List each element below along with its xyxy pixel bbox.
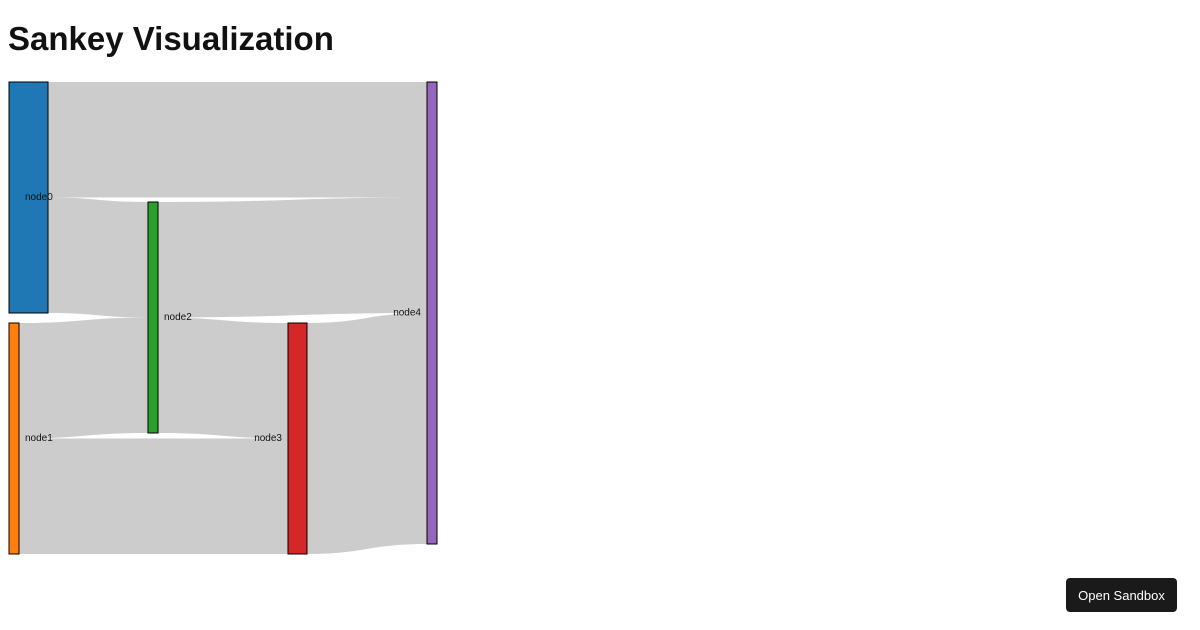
node-label: node0: [25, 192, 53, 203]
page-title: Sankey Visualization: [8, 20, 334, 57]
node: [8, 322, 20, 555]
link: [48, 82, 427, 198]
link: [48, 197, 148, 318]
link: [19, 317, 148, 439]
node-label: node2: [164, 312, 192, 323]
link: [158, 317, 288, 439]
node-label: node3: [254, 433, 282, 444]
node: [287, 322, 308, 555]
link: [19, 438, 288, 554]
link: [158, 197, 427, 318]
link: [307, 313, 427, 554]
node: [8, 81, 49, 314]
node: [426, 81, 438, 545]
node-label: node1: [25, 433, 53, 444]
node-label: node4: [393, 308, 421, 319]
open-sandbox-button[interactable]: Open Sandbox: [1066, 578, 1177, 612]
node: [147, 201, 159, 434]
